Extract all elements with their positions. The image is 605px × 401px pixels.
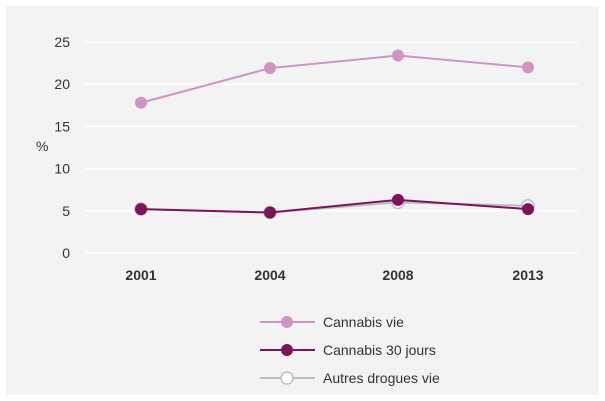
legend: Cannabis vie Cannabis 30 jours Autres drog… bbox=[260, 314, 440, 386]
series-2 bbox=[135, 193, 534, 219]
series-3 bbox=[134, 195, 535, 220]
y-tick-label: 0 bbox=[62, 245, 70, 261]
y-tick-label: 10 bbox=[54, 161, 70, 177]
data-point bbox=[522, 61, 534, 74]
data-point bbox=[264, 62, 276, 75]
data-point bbox=[135, 96, 147, 109]
data-point bbox=[392, 49, 404, 62]
legend-marker bbox=[281, 316, 293, 328]
y-axis-label: % bbox=[36, 138, 48, 154]
x-tick-label: 2001 bbox=[125, 267, 156, 283]
data-point bbox=[522, 203, 534, 216]
legend-item: Cannabis 30 jours bbox=[260, 342, 436, 358]
legend-label: Autres drogues vie bbox=[323, 370, 440, 386]
chart-panel bbox=[6, 6, 599, 395]
series-line bbox=[140, 198, 529, 214]
series-line bbox=[140, 54, 529, 104]
y-tick-label: 15 bbox=[54, 118, 70, 134]
y-tick-label: 5 bbox=[62, 203, 70, 219]
x-tick-label: 2004 bbox=[254, 267, 285, 283]
data-point bbox=[264, 206, 276, 219]
data-point bbox=[392, 193, 404, 206]
x-axis-ticks: 2001 2004 2008 2013 bbox=[125, 267, 543, 283]
legend-item: Cannabis vie bbox=[260, 314, 404, 330]
series-1 bbox=[135, 49, 534, 109]
legend-marker bbox=[281, 344, 293, 356]
y-axis-ticks: 0 5 10 15 20 25 bbox=[54, 34, 70, 261]
legend-label: Cannabis vie bbox=[323, 314, 404, 330]
legend-marker bbox=[280, 371, 294, 385]
x-tick-label: 2013 bbox=[512, 267, 543, 283]
series-layer bbox=[134, 49, 535, 220]
grid-lines bbox=[85, 41, 578, 254]
y-tick-label: 20 bbox=[54, 76, 70, 92]
x-tick-label: 2008 bbox=[382, 267, 413, 283]
y-tick-label: 25 bbox=[54, 34, 70, 50]
legend-item: Autres drogues vie bbox=[260, 370, 440, 386]
legend-label: Cannabis 30 jours bbox=[323, 342, 436, 358]
data-point bbox=[135, 203, 147, 216]
